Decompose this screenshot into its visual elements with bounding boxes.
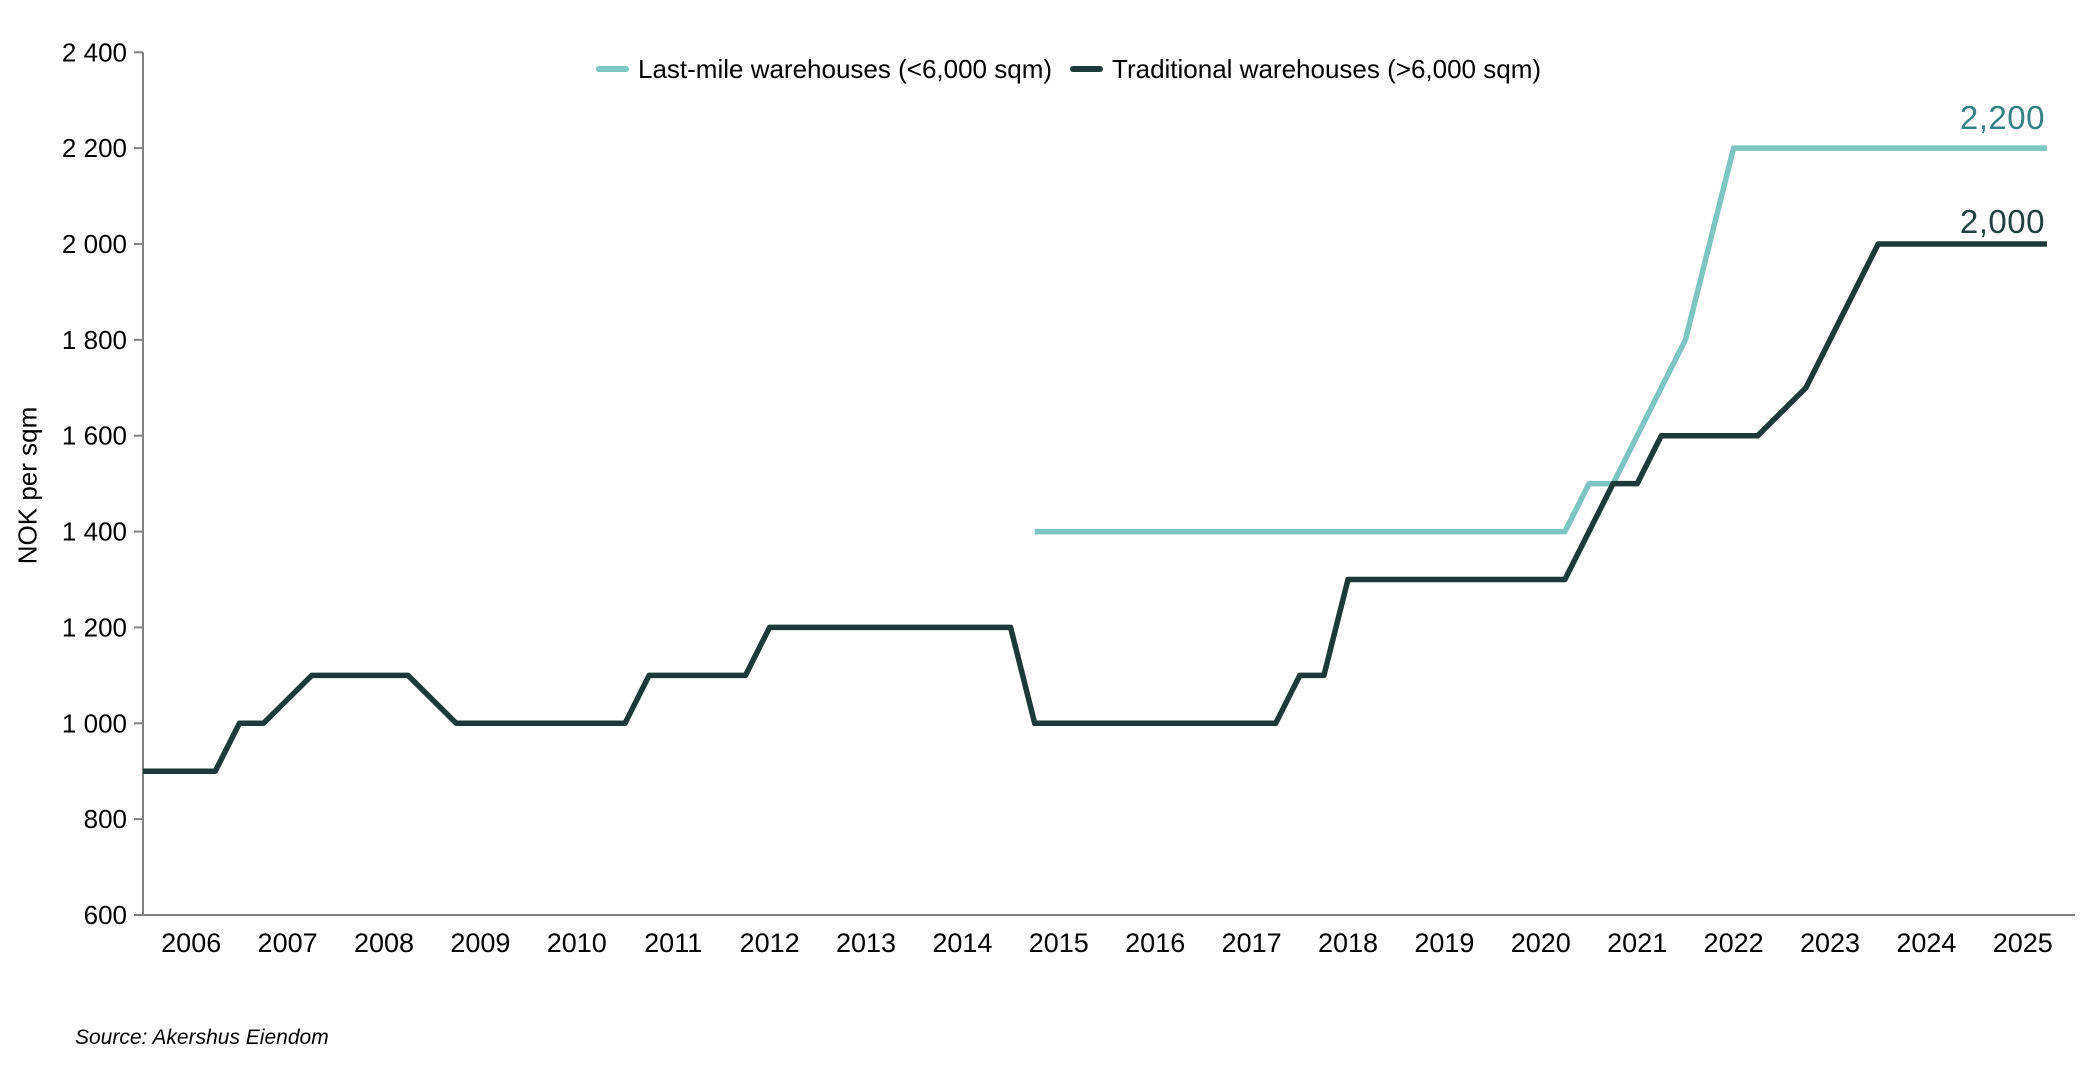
- y-tick-label: 2 000: [62, 229, 127, 259]
- y-tick-label: 1 200: [62, 612, 127, 642]
- x-tick-label: 2014: [932, 928, 992, 958]
- y-tick-label: 2 400: [62, 37, 127, 67]
- y-tick-label: 1 400: [62, 517, 127, 547]
- y-tick-label: 800: [84, 804, 127, 834]
- x-tick-label: 2011: [644, 928, 702, 958]
- y-tick-label: 1 000: [62, 708, 127, 738]
- y-tick-label: 1 800: [62, 325, 127, 355]
- x-tick-label: 2010: [547, 928, 607, 958]
- lastmile-line: [1034, 145, 2047, 535]
- x-tick-label: 2016: [1125, 928, 1185, 958]
- y-axis-title: NOK per sqm: [12, 406, 43, 565]
- x-tick-label: 2021: [1607, 928, 1667, 958]
- end-label-lastmile: 2,200: [1959, 99, 2045, 136]
- source-note: Source: Akershus Eiendom: [75, 1026, 329, 1049]
- legend: Last-mile warehouses (<6,000 sqm) Tradit…: [596, 54, 1541, 84]
- legend-item-traditional: Traditional warehouses (>6,000 sqm): [1070, 54, 1541, 85]
- lastmile-line-swatch-icon: [596, 66, 629, 72]
- x-tick-label: 2023: [1800, 928, 1860, 958]
- x-tick-label: 2024: [1896, 928, 1956, 958]
- x-tick-label: 2009: [450, 928, 510, 958]
- chart-plot-area: 600 800 1 000 1 200 1 400 1 600 1 800 2 000 2 20…: [62, 37, 2075, 958]
- y-tick-label: 1 600: [62, 421, 127, 451]
- end-label-traditional: 2,000: [1959, 203, 2045, 240]
- x-tick-label: 2015: [1029, 928, 1089, 958]
- legend-item-lastmile: Last-mile warehouses (<6,000 sqm): [596, 54, 1052, 85]
- x-tick-label: 2008: [354, 928, 414, 958]
- legend-label-lastmile: Last-mile warehouses (<6,000 sqm): [638, 53, 1053, 84]
- x-tick-label: 2022: [1704, 928, 1764, 958]
- x-tick-label: 2013: [836, 928, 896, 958]
- y-tick-label: 2 200: [62, 133, 127, 163]
- traditional-line: [143, 241, 2047, 774]
- x-tick-label: 2007: [258, 928, 318, 958]
- legend-label-traditional: Traditional warehouses (>6,000 sqm): [1112, 53, 1542, 84]
- x-tick-label: 2025: [1993, 928, 2053, 958]
- x-tick-label: 2006: [161, 928, 221, 958]
- x-tick-label: 2020: [1511, 928, 1571, 958]
- y-tick-label: 600: [84, 900, 127, 930]
- x-tick-label: 2018: [1318, 928, 1378, 958]
- x-tick-label: 2012: [740, 928, 800, 958]
- x-tick-label: 2019: [1414, 928, 1474, 958]
- traditional-line-swatch-icon: [1070, 66, 1104, 72]
- x-tick-label: 2017: [1222, 928, 1282, 958]
